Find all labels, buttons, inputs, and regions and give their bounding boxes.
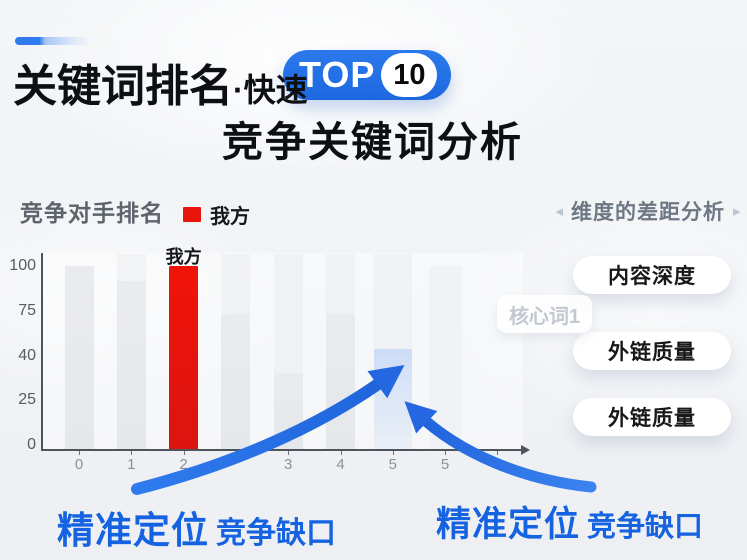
carousel-next-icon[interactable]: ▸ [733, 203, 741, 220]
x-tick-label: 0 [74, 456, 84, 473]
x-tick-label: 4 [336, 456, 345, 473]
chart-legend: 我方 [183, 200, 250, 229]
competitor-bar [428, 266, 462, 450]
chart-heading: 竞争对手排名 [20, 200, 164, 226]
x-tick-label: 3 [284, 456, 293, 473]
carousel-prev-icon[interactable]: ◂ [555, 203, 563, 220]
x-tick-label: 2 [179, 456, 188, 473]
legend-swatch-icon [183, 207, 201, 222]
dimension-pill-content-depth[interactable]: 内容深度 [573, 256, 731, 294]
callout-right-strong: 精准定位 [436, 505, 581, 544]
callout-left-strong: 精准定位 [57, 510, 209, 551]
callout-left: 精准定位 竞争缺口 [57, 500, 336, 554]
top10-badge-text: TOP [299, 54, 376, 95]
competitor-bar [273, 372, 303, 450]
y-tick-label: 40 [18, 346, 36, 364]
x-axis [42, 449, 522, 451]
dimension-pill-backlink-quality-1[interactable]: 外链质量 [573, 332, 731, 370]
top10-badge-circle: 10 [381, 53, 438, 97]
x-tick-label: 5 [440, 456, 450, 473]
page-title-sub: ·快速 [233, 72, 308, 108]
competitor-bar [64, 266, 94, 450]
gap-bar [373, 348, 412, 450]
y-tick-label: 25 [18, 391, 36, 409]
accent-dash [15, 37, 91, 45]
competitor-bar [221, 313, 251, 450]
x-tick [79, 450, 80, 455]
x-tick-label: 1 [127, 456, 136, 473]
page-title-main: 关键词排名 [13, 62, 233, 111]
y-tick-label: 75 [18, 301, 36, 319]
callout-right-normal: 竞争缺口 [587, 511, 704, 543]
dimension-pill-backlink-quality-2[interactable]: 外链质量 [573, 398, 731, 436]
top10-badge-number: 10 [393, 58, 426, 91]
x-axis-arrow-icon [521, 445, 530, 455]
callout-right: 精准定位 竞争缺口 [436, 496, 703, 547]
y-tick-label: 0 [27, 436, 36, 453]
legend-label: 我方 [210, 206, 250, 228]
dimension-heading-text: 维度的差距分析 [571, 201, 725, 224]
callout-left-normal: 竞争缺口 [216, 517, 336, 550]
competitor-bar [326, 313, 355, 450]
our-bar-label: 我方 [165, 247, 202, 267]
competitor-bar [116, 280, 146, 450]
page-title: 关键词排名 ·快速 [13, 50, 308, 114]
page-subtitle: 竞争关键词分析 [222, 119, 523, 165]
dimension-heading: ◂ 维度的差距分析 ▸ [548, 196, 747, 226]
our-rank-bar [169, 266, 199, 450]
keyword-tag: 核心词1 [497, 295, 592, 333]
x-tick-label: 5 [388, 456, 397, 473]
top10-badge: TOP 10 [283, 50, 451, 100]
y-tick-label: 100 [9, 257, 36, 274]
y-axis [41, 253, 43, 451]
